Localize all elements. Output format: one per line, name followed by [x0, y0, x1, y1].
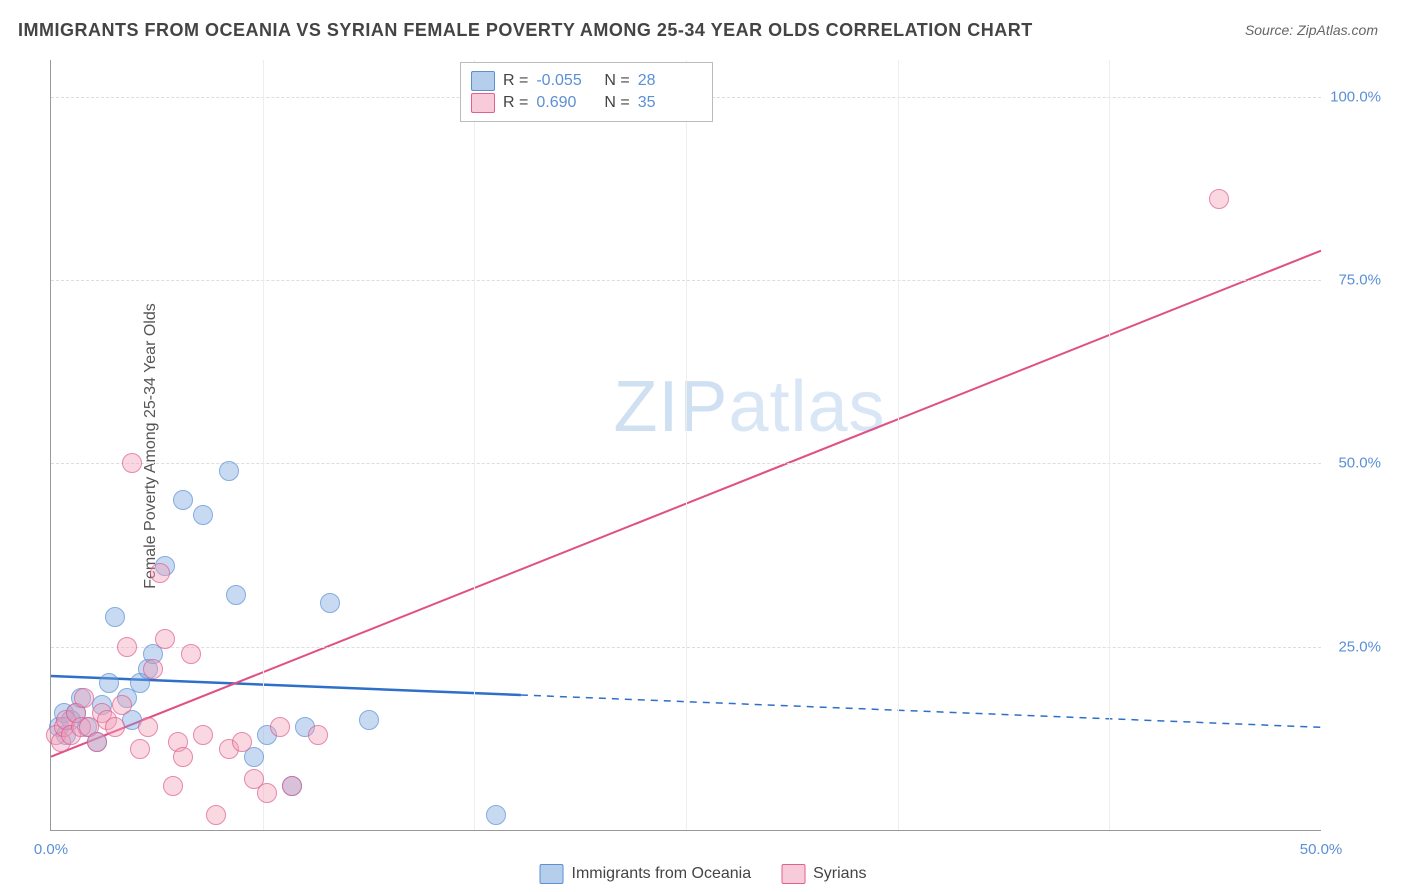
data-point — [143, 659, 163, 679]
data-point — [105, 717, 125, 737]
data-point — [219, 461, 239, 481]
gridline-v — [263, 60, 264, 830]
data-point — [163, 776, 183, 796]
chart-container: ZIPatlas 25.0%50.0%75.0%100.0%0.0%50.0% … — [50, 60, 1380, 830]
data-point — [193, 725, 213, 745]
data-point — [173, 747, 193, 767]
data-point — [105, 607, 125, 627]
data-point — [359, 710, 379, 730]
data-point — [320, 593, 340, 613]
legend-label: Immigrants from Oceania — [572, 865, 752, 883]
legend-row: R = 0.690 N = 35 — [471, 93, 698, 113]
data-point — [270, 717, 290, 737]
legend-item: Immigrants from Oceania — [540, 864, 752, 884]
source-prefix: Source: — [1245, 22, 1293, 38]
legend-row: R = -0.055 N = 28 — [471, 71, 698, 91]
data-point — [87, 732, 107, 752]
y-tick-label: 75.0% — [1326, 272, 1381, 289]
data-point — [1209, 189, 1229, 209]
data-point — [99, 673, 119, 693]
legend-swatch — [471, 71, 495, 91]
correlation-legend: R = -0.055 N = 28 R = 0.690 N = 35 — [460, 62, 713, 122]
data-point — [206, 805, 226, 825]
y-tick-label: 25.0% — [1326, 638, 1381, 655]
data-point — [117, 637, 137, 657]
data-point — [155, 629, 175, 649]
data-point — [112, 695, 132, 715]
data-point — [150, 563, 170, 583]
chart-title: IMMIGRANTS FROM OCEANIA VS SYRIAN FEMALE… — [18, 20, 1033, 41]
data-point — [130, 739, 150, 759]
trend-line-dashed — [521, 695, 1321, 727]
data-point — [282, 776, 302, 796]
legend-r-value: 0.690 — [536, 94, 596, 112]
data-point — [486, 805, 506, 825]
legend-r-label: R = — [503, 72, 528, 90]
data-point — [138, 717, 158, 737]
series-legend: Immigrants from Oceania Syrians — [540, 864, 867, 884]
legend-swatch — [540, 864, 564, 884]
data-point — [232, 732, 252, 752]
legend-swatch — [781, 864, 805, 884]
gridline-v — [686, 60, 687, 830]
x-tick-label: 0.0% — [34, 841, 68, 858]
legend-n-value: 35 — [638, 94, 698, 112]
source-label: Source: ZipAtlas.com — [1245, 22, 1378, 38]
data-point — [181, 644, 201, 664]
gridline-v — [474, 60, 475, 830]
legend-n-label: N = — [604, 72, 629, 90]
data-point — [74, 688, 94, 708]
legend-item: Syrians — [781, 864, 866, 884]
data-point — [173, 490, 193, 510]
legend-n-label: N = — [604, 94, 629, 112]
y-tick-label: 50.0% — [1326, 455, 1381, 472]
data-point — [308, 725, 328, 745]
data-point — [122, 453, 142, 473]
data-point — [226, 585, 246, 605]
legend-r-value: -0.055 — [536, 72, 596, 90]
plot-area: ZIPatlas 25.0%50.0%75.0%100.0%0.0%50.0% — [50, 60, 1321, 831]
data-point — [257, 783, 277, 803]
data-point — [193, 505, 213, 525]
gridline-v — [1109, 60, 1110, 830]
gridline-v — [898, 60, 899, 830]
source-name: ZipAtlas.com — [1297, 22, 1378, 38]
legend-swatch — [471, 93, 495, 113]
x-tick-label: 50.0% — [1300, 841, 1343, 858]
y-tick-label: 100.0% — [1326, 88, 1381, 105]
legend-r-label: R = — [503, 94, 528, 112]
legend-n-value: 28 — [638, 72, 698, 90]
legend-label: Syrians — [813, 865, 866, 883]
